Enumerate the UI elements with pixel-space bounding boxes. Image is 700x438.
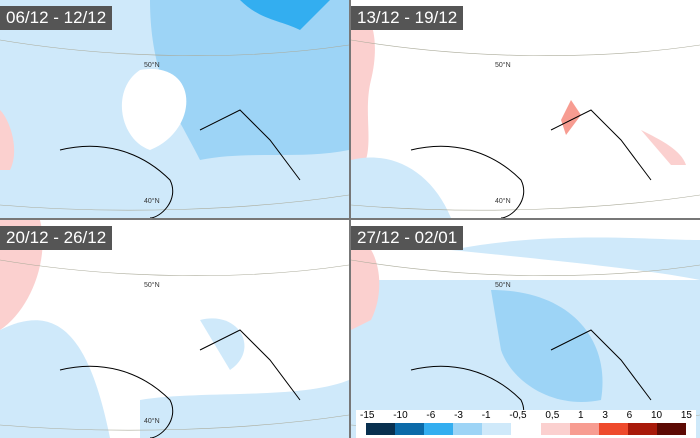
legend-label: -0,5 xyxy=(509,410,527,421)
legend-label: 1 xyxy=(578,410,584,421)
panel-title: 20/12 - 26/12 xyxy=(0,226,113,250)
lat-label: 50°N xyxy=(144,282,160,289)
legend-label: 6 xyxy=(626,410,633,421)
legend-swatch xyxy=(482,423,512,435)
anomaly-map xyxy=(0,220,349,438)
legend-label: 15 xyxy=(680,410,692,421)
lat-label: 40°N xyxy=(495,198,511,205)
map-panel-4: 27/12 - 02/01 50°N xyxy=(351,220,700,438)
legend-label: -6 xyxy=(426,410,436,421)
map-panel-3: 20/12 - 26/12 50°N 40°N xyxy=(0,220,349,438)
anomaly-map xyxy=(351,237,700,438)
legend-swatch xyxy=(511,423,541,435)
lat-label: 40°N xyxy=(144,418,160,425)
legend-swatch xyxy=(366,423,396,435)
map-panel-1: 06/12 - 12/12 50°N 40°N xyxy=(0,0,349,218)
legend-swatch xyxy=(453,423,483,435)
legend-swatch xyxy=(395,423,425,435)
legend-color-bar xyxy=(366,423,687,435)
map-panel-2: 13/12 - 19/12 50°N 40°N xyxy=(351,0,700,218)
lat-label: 40°N xyxy=(144,198,160,205)
lat-label: 50°N xyxy=(144,62,160,69)
legend-swatch xyxy=(627,423,657,435)
panel-title: 27/12 - 02/01 xyxy=(351,226,464,250)
legend-swatch xyxy=(424,423,454,435)
anomaly-map xyxy=(351,14,700,218)
legend-label: -3 xyxy=(454,410,463,421)
panel-title: 13/12 - 19/12 xyxy=(351,6,464,30)
legend-label: -15 xyxy=(360,410,375,421)
legend-swatch xyxy=(569,423,599,435)
legend-label: -1 xyxy=(481,410,491,421)
lat-label: 50°N xyxy=(495,62,511,69)
lat-label: 50°N xyxy=(495,282,511,289)
anomaly-map xyxy=(0,0,349,218)
legend-labels: -15 -10 -6 -3 -1 -0,5 0,5 1 3 6 10 15 xyxy=(356,410,696,421)
legend-label: 10 xyxy=(650,410,663,421)
legend-swatch xyxy=(540,423,570,435)
legend-label: 3 xyxy=(602,410,608,421)
legend-label: -10 xyxy=(393,410,408,421)
color-legend: -15 -10 -6 -3 -1 -0,5 0,5 1 3 6 10 15 xyxy=(356,410,696,438)
legend-swatch xyxy=(656,423,687,435)
legend-label: 0,5 xyxy=(545,410,560,421)
legend-swatch xyxy=(598,423,628,435)
panel-title: 06/12 - 12/12 xyxy=(0,6,113,30)
